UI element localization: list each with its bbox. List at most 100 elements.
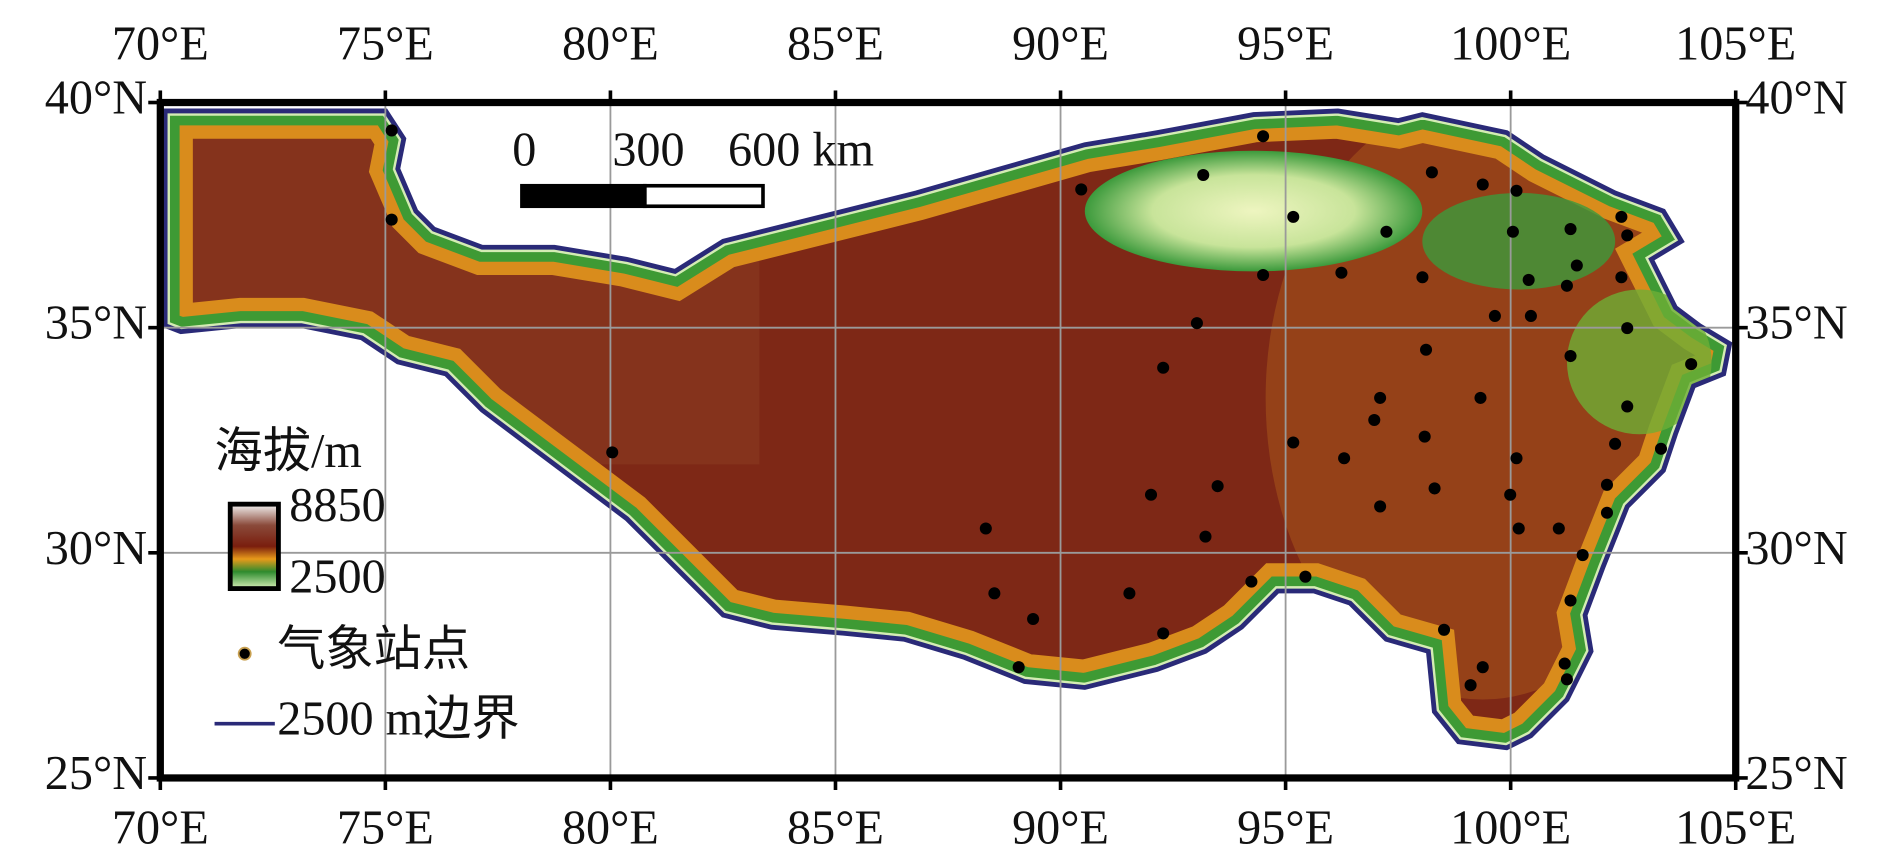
x-tick-label: 95°E — [1237, 801, 1334, 854]
y-tick-label: 40°N — [45, 72, 147, 125]
station — [1685, 358, 1698, 371]
station — [1600, 506, 1614, 519]
x-tick-label: 90°E — [1012, 17, 1109, 70]
station — [1570, 259, 1583, 272]
x-tick-label: 70°E — [112, 17, 209, 70]
legend-title: 海拔/m — [215, 425, 362, 478]
station — [1615, 271, 1628, 284]
station — [1560, 673, 1573, 686]
station — [1552, 522, 1565, 535]
station — [1374, 391, 1387, 404]
station — [1123, 587, 1136, 600]
y-tick-label: 25°N — [1745, 747, 1847, 800]
x-tick-label: 100°E — [1450, 801, 1571, 854]
station — [385, 213, 398, 226]
station — [1027, 612, 1040, 626]
station — [1564, 594, 1577, 607]
y-tick-label: 35°N — [45, 297, 147, 350]
station — [1380, 225, 1393, 238]
station — [1510, 452, 1523, 465]
station — [1257, 130, 1270, 143]
map-frame — [156, 98, 1740, 782]
x-tick-label: 90°E — [1012, 801, 1109, 854]
station — [1476, 661, 1489, 674]
station — [1615, 210, 1628, 223]
ticks: 70°E 70°E 75°E 75°E 80°E 80°E 85°E 85°E 90°E 90°E… — [45, 17, 1848, 854]
station — [1609, 437, 1622, 450]
scale-label: 300 — [612, 123, 684, 176]
station — [1621, 229, 1634, 242]
colorbar-min: 2500 — [289, 550, 385, 603]
station — [606, 446, 619, 459]
x-tick-label: 70°E — [112, 801, 209, 854]
station — [1558, 657, 1571, 670]
colorbar — [227, 501, 281, 592]
station — [979, 522, 992, 535]
station — [988, 587, 1001, 600]
x-tick-label: 75°E — [337, 801, 434, 854]
station — [1287, 436, 1300, 449]
station — [1564, 223, 1577, 236]
station — [1416, 271, 1429, 284]
station — [1420, 343, 1433, 356]
station — [1564, 350, 1577, 363]
station — [1510, 184, 1523, 197]
station — [1524, 309, 1537, 322]
station — [1368, 413, 1381, 427]
scale-label: 600 km — [728, 123, 874, 176]
x-tick-label: 85°E — [787, 801, 884, 854]
x-tick-label: 85°E — [787, 17, 884, 70]
station — [1428, 482, 1441, 495]
legend: 海拔/m 8850 2500 气象站点 2500 m边界 — [214, 425, 520, 746]
station — [1418, 430, 1431, 443]
x-tick-label: 75°E — [337, 17, 434, 70]
stations — [385, 124, 1698, 692]
station — [1335, 266, 1348, 279]
station — [1488, 309, 1501, 322]
y-tick-label: 30°N — [1745, 522, 1847, 575]
station — [385, 124, 398, 137]
station — [1576, 549, 1589, 562]
station — [1560, 279, 1573, 292]
x-tick-label: 100°E — [1450, 17, 1571, 70]
scale-label: 0 — [512, 123, 536, 176]
station — [1621, 322, 1634, 335]
station — [1504, 488, 1517, 501]
station — [1476, 178, 1489, 191]
legend-stations: 气象站点 — [277, 623, 470, 676]
station — [1299, 570, 1312, 583]
y-tick-label: 25°N — [45, 747, 147, 800]
station — [1287, 210, 1300, 223]
x-tick-label: 80°E — [562, 801, 659, 854]
station — [1211, 480, 1224, 493]
station — [1506, 225, 1519, 238]
station — [1438, 623, 1451, 636]
scale-bar-black — [520, 183, 647, 209]
x-tick-label: 95°E — [1237, 17, 1334, 70]
station — [1144, 488, 1158, 501]
y-tick-label: 35°N — [1745, 297, 1847, 350]
station — [1464, 679, 1477, 692]
colorbar-max: 8850 — [289, 479, 385, 532]
station — [1197, 168, 1210, 182]
station — [1199, 530, 1212, 543]
station — [1157, 627, 1170, 640]
station — [1600, 478, 1614, 491]
station — [1621, 400, 1634, 413]
station — [1654, 442, 1668, 455]
y-tick-label: 30°N — [45, 522, 147, 575]
station — [1374, 500, 1387, 513]
station — [1157, 361, 1170, 374]
station — [1257, 268, 1270, 282]
station — [1338, 452, 1351, 465]
station — [1425, 166, 1438, 179]
station — [1245, 575, 1258, 588]
station — [1012, 661, 1025, 674]
x-tick-label: 80°E — [562, 17, 659, 70]
y-tick-label: 40°N — [1745, 72, 1847, 125]
legend-station-symbol — [237, 646, 252, 661]
station — [1512, 522, 1525, 535]
station — [1075, 183, 1088, 196]
scale-bar: 0 300 600 km — [512, 123, 874, 209]
